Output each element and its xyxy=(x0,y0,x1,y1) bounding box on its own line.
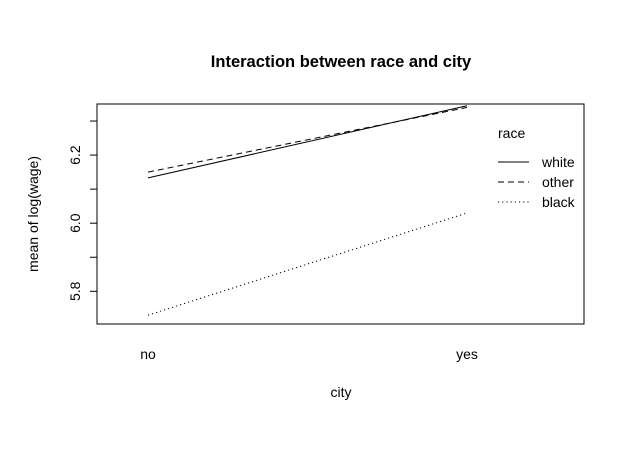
x-axis-label: city xyxy=(331,384,352,400)
series-lines xyxy=(147,105,468,316)
x-tick-label: no xyxy=(140,346,156,362)
y-tick-label: 6.0 xyxy=(67,213,83,233)
x-axis: no yes xyxy=(140,346,478,362)
plot-area-frame xyxy=(96,103,585,325)
legend-label-black: black xyxy=(542,194,576,210)
chart-title: Interaction between race and city xyxy=(211,53,472,71)
series-line-black xyxy=(147,212,468,316)
legend: race white other black xyxy=(498,125,576,210)
series-line-other xyxy=(147,106,468,173)
y-tick-label: 5.8 xyxy=(67,281,83,301)
series-line-white xyxy=(147,105,468,179)
legend-label-white: white xyxy=(541,154,575,170)
legend-title: race xyxy=(498,125,525,141)
x-tick-label: yes xyxy=(456,346,478,362)
legend-label-other: other xyxy=(542,174,574,190)
y-tick-label: 6.2 xyxy=(67,145,83,165)
y-axis: 5.8 6.0 6.2 xyxy=(67,120,97,301)
y-axis-label: mean of log(wage) xyxy=(25,156,41,272)
